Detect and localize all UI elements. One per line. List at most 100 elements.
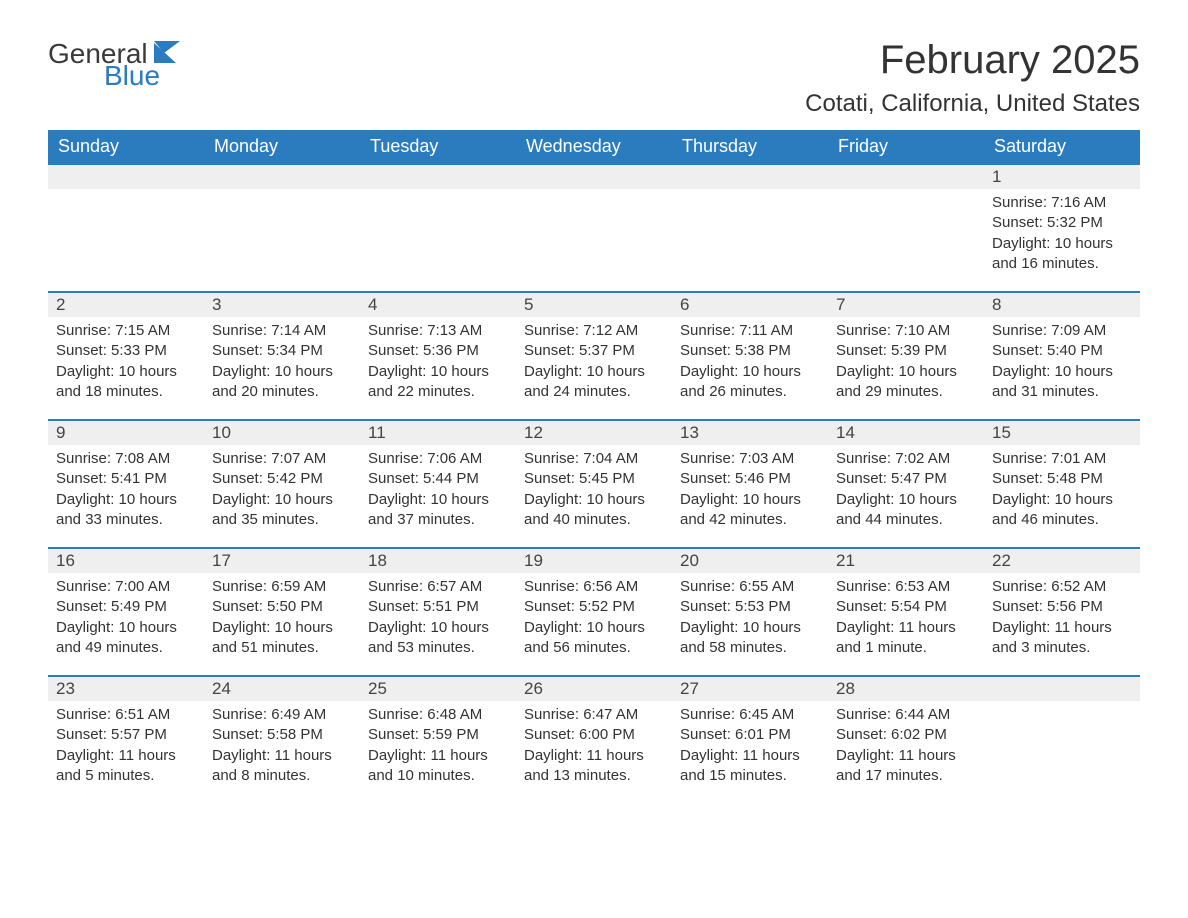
calendar-row: 9Sunrise: 7:08 AMSunset: 5:41 PMDaylight… [48,419,1140,547]
day-number [672,163,828,189]
daylight-line-label: Daylight: [836,491,894,508]
day-detail: Sunrise: 7:07 AMSunset: 5:42 PMDaylight:… [204,445,360,538]
sunrise-line-label: Sunrise: [212,706,267,723]
sunset-line-label: Sunset: [56,342,107,359]
sunset-line-label: Sunset: [524,470,575,487]
day-number: 11 [360,419,516,445]
title-block: February 2025 Cotati, California, United… [805,40,1140,118]
daylight-line-label: Daylight: [680,363,738,380]
daylight-line-label: Daylight: [992,491,1050,508]
day-cell: 19Sunrise: 6:56 AMSunset: 5:52 PMDayligh… [516,547,672,675]
sunset-line-value: 6:00 PM [579,726,635,743]
sunset-line-label: Sunset: [680,342,731,359]
sunset-line-value: 5:33 PM [111,342,167,359]
sunset-line-label: Sunset: [56,726,107,743]
daylight-line-label: Daylight: [836,363,894,380]
daylight-line: Daylight: 11 hours and 13 minutes. [524,746,664,787]
daylight-line-label: Daylight: [56,747,114,764]
sunrise-line-value: 6:59 AM [271,578,326,595]
empty-cell [204,163,360,291]
sunset-line-value: 5:52 PM [579,598,635,615]
sunrise-line-value: 7:00 AM [115,578,170,595]
sunset-line-value: 5:44 PM [423,470,479,487]
sunrise-line-label: Sunrise: [524,450,579,467]
day-detail: Sunrise: 6:59 AMSunset: 5:50 PMDaylight:… [204,573,360,666]
daylight-line-label: Daylight: [212,619,270,636]
sunset-line: Sunset: 5:41 PM [56,469,196,489]
sunrise-line: Sunrise: 7:16 AM [992,193,1132,213]
sunset-line: Sunset: 5:58 PM [212,725,352,745]
day-detail: Sunrise: 7:13 AMSunset: 5:36 PMDaylight:… [360,317,516,410]
daylight-line-label: Daylight: [836,619,894,636]
sunset-line-value: 5:50 PM [267,598,323,615]
calendar-row: 16Sunrise: 7:00 AMSunset: 5:49 PMDayligh… [48,547,1140,675]
daylight-line: Daylight: 11 hours and 5 minutes. [56,746,196,787]
daylight-line: Daylight: 10 hours and 33 minutes. [56,490,196,531]
month-title: February 2025 [805,40,1140,80]
day-detail: Sunrise: 7:10 AMSunset: 5:39 PMDaylight:… [828,317,984,410]
empty-cell [516,163,672,291]
sunset-line-label: Sunset: [368,470,419,487]
sunrise-line-label: Sunrise: [836,450,891,467]
sunrise-line-label: Sunrise: [368,322,423,339]
day-number: 22 [984,547,1140,573]
sunrise-line-label: Sunrise: [680,706,735,723]
day-number: 14 [828,419,984,445]
sunrise-line: Sunrise: 7:06 AM [368,449,508,469]
day-number: 19 [516,547,672,573]
daylight-line: Daylight: 10 hours and 49 minutes. [56,618,196,659]
daylight-line-label: Daylight: [680,491,738,508]
day-detail: Sunrise: 6:48 AMSunset: 5:59 PMDaylight:… [360,701,516,794]
daylight-line: Daylight: 10 hours and 56 minutes. [524,618,664,659]
day-cell: 2Sunrise: 7:15 AMSunset: 5:33 PMDaylight… [48,291,204,419]
sunset-line-value: 5:41 PM [111,470,167,487]
sunrise-line: Sunrise: 7:04 AM [524,449,664,469]
sunrise-line-value: 7:14 AM [271,322,326,339]
sunset-line: Sunset: 5:54 PM [836,597,976,617]
day-number: 4 [360,291,516,317]
sunset-line: Sunset: 5:32 PM [992,213,1132,233]
sunrise-line-label: Sunrise: [992,578,1047,595]
weekday-header: Thursday [672,130,828,163]
daylight-line-label: Daylight: [212,491,270,508]
daylight-line: Daylight: 10 hours and 53 minutes. [368,618,508,659]
sunset-line-value: 5:32 PM [1047,214,1103,231]
day-detail: Sunrise: 7:09 AMSunset: 5:40 PMDaylight:… [984,317,1140,410]
calendar-table: SundayMondayTuesdayWednesdayThursdayFrid… [48,130,1140,803]
day-detail: Sunrise: 7:11 AMSunset: 5:38 PMDaylight:… [672,317,828,410]
sunrise-line: Sunrise: 7:10 AM [836,321,976,341]
day-detail: Sunrise: 7:00 AMSunset: 5:49 PMDaylight:… [48,573,204,666]
sunrise-line-value: 7:04 AM [583,450,638,467]
sunrise-line-value: 6:47 AM [583,706,638,723]
sunrise-line-label: Sunrise: [212,322,267,339]
daylight-line-label: Daylight: [524,619,582,636]
sunrise-line: Sunrise: 6:56 AM [524,577,664,597]
daylight-line: Daylight: 10 hours and 24 minutes. [524,362,664,403]
day-cell: 23Sunrise: 6:51 AMSunset: 5:57 PMDayligh… [48,675,204,803]
sunset-line-label: Sunset: [680,598,731,615]
sunset-line-value: 5:49 PM [111,598,167,615]
daylight-line: Daylight: 10 hours and 29 minutes. [836,362,976,403]
empty-cell [360,163,516,291]
day-number: 23 [48,675,204,701]
sunset-line-label: Sunset: [368,726,419,743]
day-detail: Sunrise: 6:47 AMSunset: 6:00 PMDaylight:… [516,701,672,794]
daylight-line: Daylight: 10 hours and 51 minutes. [212,618,352,659]
sunset-line-label: Sunset: [992,470,1043,487]
day-cell: 17Sunrise: 6:59 AMSunset: 5:50 PMDayligh… [204,547,360,675]
day-cell: 11Sunrise: 7:06 AMSunset: 5:44 PMDayligh… [360,419,516,547]
sunrise-line-value: 7:12 AM [583,322,638,339]
sunrise-line-label: Sunrise: [524,322,579,339]
sunset-line-label: Sunset: [368,342,419,359]
sunrise-line-value: 6:44 AM [895,706,950,723]
sunrise-line: Sunrise: 7:13 AM [368,321,508,341]
daylight-line-label: Daylight: [992,619,1050,636]
daylight-line: Daylight: 11 hours and 1 minute. [836,618,976,659]
sunrise-line: Sunrise: 7:00 AM [56,577,196,597]
sunset-line-value: 6:02 PM [891,726,947,743]
daylight-line-label: Daylight: [56,619,114,636]
day-detail [672,189,828,201]
sunset-line-value: 5:42 PM [267,470,323,487]
sunset-line-label: Sunset: [992,342,1043,359]
sunset-line: Sunset: 5:48 PM [992,469,1132,489]
